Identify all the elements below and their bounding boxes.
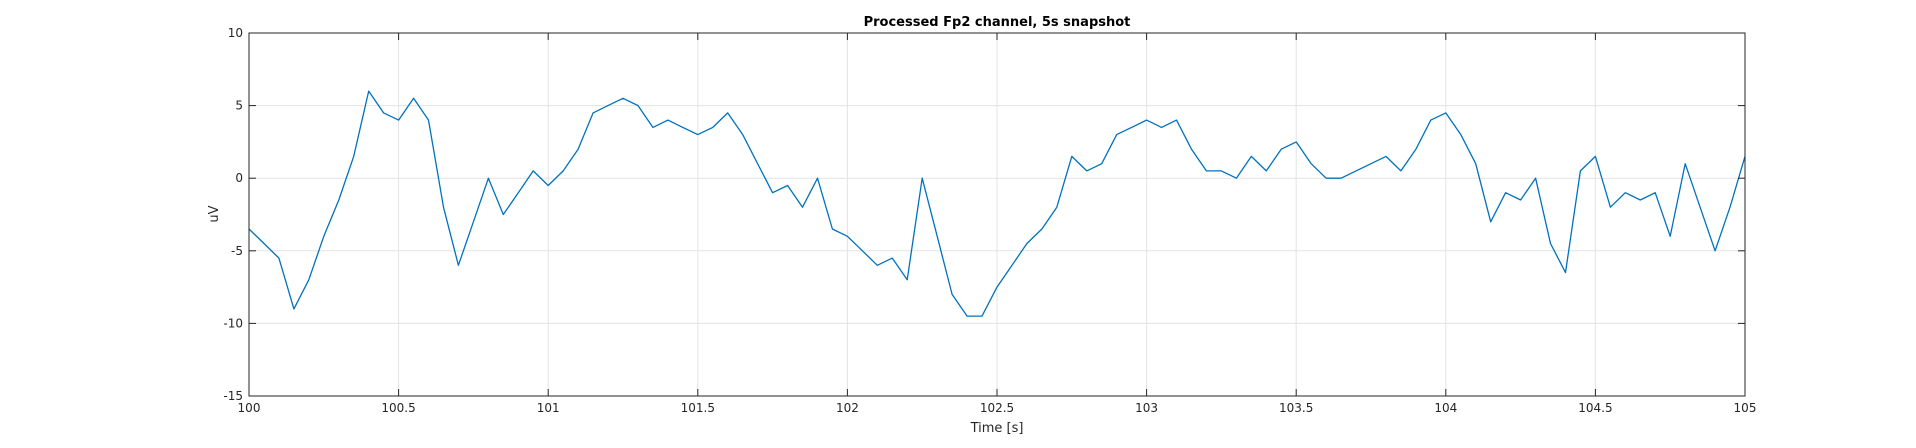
x-tick-label: 101 [537, 401, 560, 415]
x-tick-label: 100 [238, 401, 261, 415]
y-axis-label: uV [207, 205, 222, 222]
series-line-0 [248, 90, 1746, 317]
y-tick-label: -5 [231, 244, 243, 258]
x-tick-label: 100.5 [381, 401, 415, 415]
y-tick-label: -15 [223, 389, 243, 403]
tick-labels: 100 100.5 101 101.5 102 102.5 103 103.5 104 104.5… [223, 26, 1756, 415]
y-tick-label: 10 [228, 26, 243, 40]
x-axis-label: Time [s] [970, 421, 1024, 436]
y-tick-label: 0 [235, 171, 243, 185]
x-tick-label: 105 [1734, 401, 1757, 415]
data-layer [248, 90, 1746, 317]
x-tick-label: 103.5 [1279, 401, 1313, 415]
x-tick-label: 103 [1135, 401, 1158, 415]
y-tick-label: 5 [235, 99, 243, 113]
x-tick-label: 102.5 [980, 401, 1014, 415]
tick-marks [248, 32, 1746, 397]
x-tick-label: 102 [836, 401, 859, 415]
chart-title: Processed Fp2 channel, 5s snapshot [864, 15, 1131, 30]
x-tick-label: 101.5 [681, 401, 715, 415]
y-tick-label: -10 [223, 316, 243, 330]
x-tick-label: 104.5 [1578, 401, 1612, 415]
x-tick-label: 104 [1434, 401, 1457, 415]
